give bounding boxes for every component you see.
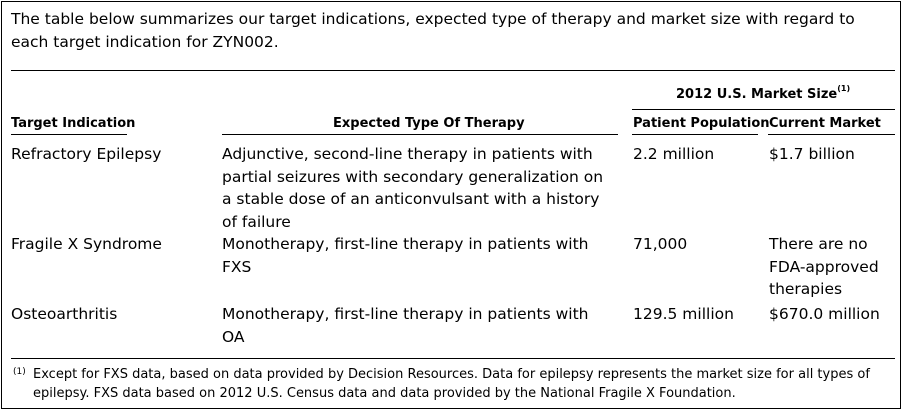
row-1-therapy-line-3: a stable dose of an anticonvulsant with … bbox=[222, 190, 600, 208]
market-size-group-label: 2012 U.S. Market Size bbox=[676, 87, 838, 102]
row-1-therapy-line-2: partial seizures with secondary generali… bbox=[222, 167, 604, 186]
market-size-group-header: 2012 U.S. Market Size(1) bbox=[676, 84, 851, 102]
row-3-therapy-line-1: Monotherapy, first-line therapy in patie… bbox=[222, 305, 589, 323]
footnote: (1) Except for FXS data, based on data p… bbox=[11, 365, 899, 403]
row-2-market-line-2: FDA-approved bbox=[769, 257, 879, 276]
footnote-mark: (1) bbox=[13, 367, 26, 377]
table-bottom-rule bbox=[11, 358, 895, 359]
market-size-footnote-ref: (1) bbox=[837, 84, 851, 93]
row-2-therapy-line-1: Monotherapy, first-line therapy in patie… bbox=[222, 235, 589, 253]
row-1-therapy-line-4: of failure bbox=[222, 212, 291, 231]
header-rule-market bbox=[768, 134, 895, 135]
row-1-therapy-line-1: Adjunctive, second-line therapy in patie… bbox=[222, 145, 593, 163]
header-rule-indication bbox=[11, 134, 127, 135]
row-3-therapy-line-2: OA bbox=[222, 327, 245, 346]
row-3-therapy: Monotherapy, first-line therapy in patie… bbox=[222, 303, 588, 348]
row-3-market: $670.0 million bbox=[769, 303, 880, 326]
intro-paragraph: The table below summarizes our target in… bbox=[11, 10, 855, 51]
header-rule-therapy bbox=[222, 134, 618, 135]
row-2-market-line-1: There are no bbox=[769, 235, 868, 253]
header-current-market: Current Market bbox=[769, 116, 881, 131]
row-1-indication: Refractory Epilepsy bbox=[11, 145, 162, 163]
row-1-therapy: Adjunctive, second-line therapy in patie… bbox=[222, 143, 603, 233]
header-rule-population bbox=[632, 134, 758, 135]
table-top-rule bbox=[11, 70, 895, 71]
row-2-market: There are no FDA-approved therapies bbox=[769, 233, 879, 301]
row-1-market-line-1: $1.7 billion bbox=[769, 145, 855, 163]
row-2-population: 71,000 bbox=[633, 235, 688, 253]
row-3-market-line-1: $670.0 million bbox=[769, 305, 880, 323]
row-3-indication: Osteoarthritis bbox=[11, 305, 118, 323]
row-3-population: 129.5 million bbox=[633, 305, 734, 323]
footnote-text: Except for FXS data, based on data provi… bbox=[33, 367, 870, 401]
header-expected-therapy: Expected Type Of Therapy bbox=[333, 116, 525, 131]
row-2-therapy: Monotherapy, first-line therapy in patie… bbox=[222, 233, 588, 278]
row-1-market: $1.7 billion bbox=[769, 143, 855, 166]
row-1-population: 2.2 million bbox=[633, 145, 715, 163]
header-patient-population: Patient Population bbox=[633, 116, 770, 131]
row-2-indication: Fragile X Syndrome bbox=[11, 235, 162, 253]
row-2-therapy-line-2: FXS bbox=[222, 257, 252, 276]
row-2-market-line-3: therapies bbox=[769, 280, 843, 298]
header-target-indication: Target Indication bbox=[11, 116, 136, 131]
market-size-group-rule bbox=[632, 109, 895, 110]
